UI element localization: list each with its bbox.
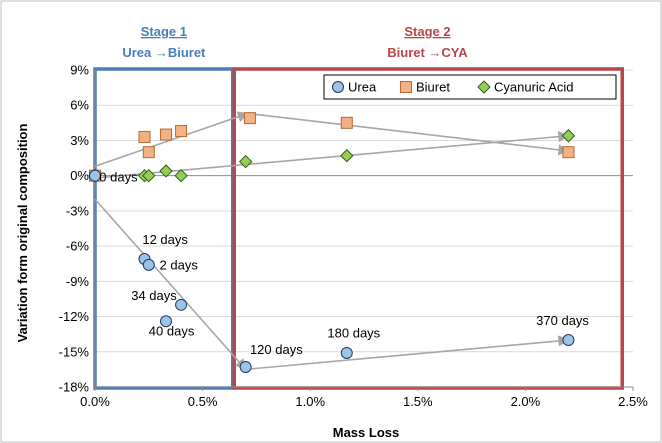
legend-marker [333, 82, 344, 93]
stage-1-title: Stage 1 [141, 24, 187, 39]
urea-point [240, 362, 251, 373]
legend: Urea Biuret Cyanuric Acid [324, 75, 616, 99]
y-tick-label: 9% [70, 63, 89, 78]
day-annotation: 120 days [250, 342, 303, 357]
biuret-point [341, 117, 352, 128]
stage-1-subtitle: Urea →Biuret [122, 45, 206, 60]
x-tick-label: 1.0% [295, 394, 325, 409]
biuret-point [161, 129, 172, 140]
x-tick-label: 1.5% [403, 394, 433, 409]
legend-label: Cyanuric Acid [494, 80, 573, 95]
day-annotation: 180 days [327, 326, 380, 341]
x-axis-title: Mass Loss [333, 425, 399, 440]
y-tick-label: -18% [59, 380, 90, 395]
legend-marker [401, 82, 412, 93]
biuret-point [176, 126, 187, 137]
day-annotation: 370 days [536, 313, 589, 328]
x-tick-label: 2.5% [618, 394, 648, 409]
y-tick-label: -12% [59, 309, 90, 324]
day-annotation: 34 days [131, 288, 177, 303]
y-tick-label: 0% [70, 168, 89, 183]
urea-point [563, 335, 574, 346]
y-tick-label: -3% [66, 203, 90, 218]
stage-2-subtitle: Biuret →CYA [387, 45, 468, 60]
biuret-point [143, 147, 154, 158]
y-tick-label: -9% [66, 274, 90, 289]
biuret-point [139, 131, 150, 142]
legend-label: Biuret [416, 80, 450, 95]
day-annotation: 0 days [99, 170, 138, 185]
day-annotation: 12 days [142, 232, 188, 247]
legend-label: Urea [348, 80, 377, 95]
y-tick-label: -6% [66, 239, 90, 254]
biuret-point [563, 147, 574, 158]
x-tick-label: 2.0% [511, 394, 541, 409]
biuret-point [244, 113, 255, 124]
urea-point [341, 347, 352, 358]
day-annotation: 40 days [149, 323, 195, 338]
urea-point [143, 259, 154, 270]
y-tick-label: -15% [59, 344, 90, 359]
stage-2-title: Stage 2 [404, 24, 450, 39]
y-tick-label: 6% [70, 98, 89, 113]
day-annotation: 2 days [160, 258, 199, 273]
x-tick-label: 0.0% [80, 394, 110, 409]
urea-point [176, 299, 187, 310]
x-tick-label: 0.5% [188, 394, 218, 409]
y-tick-label: 3% [70, 133, 89, 148]
y-axis-title: Variation form original composition [15, 124, 30, 343]
